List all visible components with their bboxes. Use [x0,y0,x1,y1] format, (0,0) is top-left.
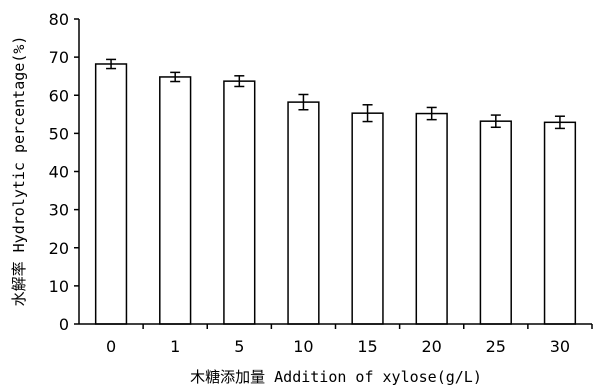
bar [223,80,256,325]
x-tick-label: 30 [550,337,570,356]
y-tick-label: 40 [49,163,69,182]
x-tick-label: 20 [422,337,442,356]
bars-layer [94,58,577,325]
x-tick-label: 25 [486,337,506,356]
x-tick-label: 0 [106,337,116,356]
y-axis-title: 水解率 Hydrolytic percentage(%) [10,36,28,307]
y-tick-label: 50 [49,124,69,143]
x-axis-ticks: 0 1 5 10 15 20 25 30 [106,324,593,356]
bar [159,76,192,325]
y-tick-label: 80 [49,10,69,29]
bar [287,101,320,325]
y-tick-label: 0 [59,315,69,334]
x-tick-label: 10 [293,337,313,356]
y-tick-label: 60 [49,86,69,105]
bar [479,120,512,325]
y-tick-label: 30 [49,201,69,220]
x-tick-label: 5 [234,337,244,356]
bar [543,121,577,325]
bar [94,63,128,325]
bar [351,112,384,325]
x-axis-title: 木糖添加量 Addition of xylose(g/L) [190,368,482,386]
y-axis-ticks: 0 10 20 30 40 50 60 70 80 [49,10,79,334]
bar [415,112,448,325]
x-tick-label: 15 [357,337,377,356]
y-tick-label: 10 [49,277,69,296]
y-tick-label: 70 [49,48,69,67]
y-tick-label: 20 [49,239,69,258]
x-tick-label: 1 [170,337,180,356]
